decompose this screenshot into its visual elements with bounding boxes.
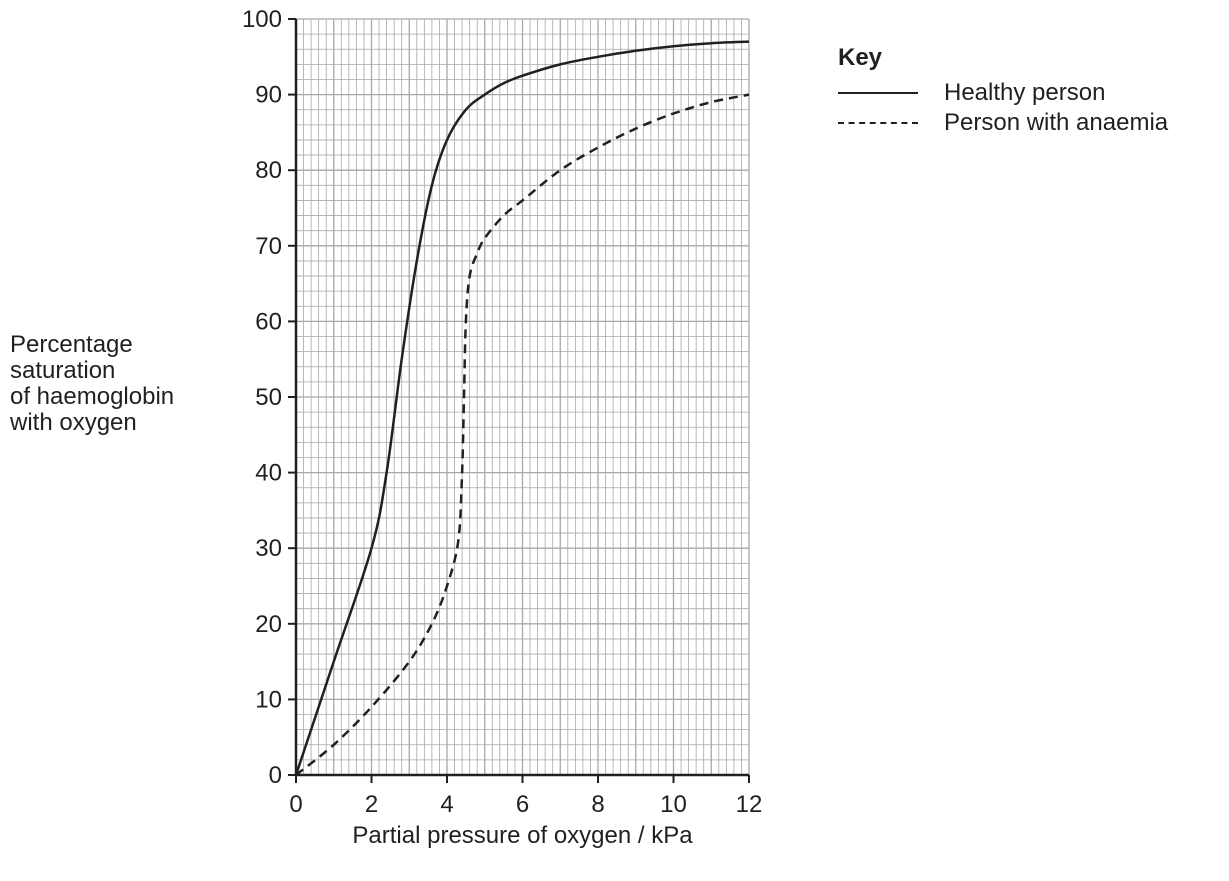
y-axis-label-line: saturation [10,357,116,384]
x-tick-label: 2 [365,791,378,818]
y-tick-label: 100 [242,6,282,33]
x-tick-label: 6 [516,791,529,818]
x-axis-label: Partial pressure of oxygen / kPa [352,822,693,849]
y-axis-label: Percentage saturation of haemoglobin wit… [10,332,250,436]
x-tick-label: 10 [660,791,687,818]
legend-item-anaemia: Person with anaemia [838,108,1168,138]
y-tick-label: 20 [255,611,282,638]
y-tick-label: 30 [255,535,282,562]
x-tick-label: 12 [736,791,763,818]
legend-swatch-dashed [838,122,918,124]
y-axis-label-line: Percentage [10,331,133,358]
series-line-anaemia [295,93,750,776]
y-axis-label-line: with oxygen [10,409,137,436]
y-tick-label: 50 [255,384,282,411]
legend-label: Healthy person [944,79,1106,106]
y-tick-label: 40 [255,460,282,487]
legend-swatch-solid [838,92,918,94]
y-tick-label: 80 [255,157,282,184]
y-tick-label: 10 [255,686,282,713]
legend: Key Healthy person Person with anaemia [838,44,1168,138]
legend-label: Person with anaemia [944,109,1169,136]
chart-ticks: 0 10 20 30 40 50 60 70 80 90 100 0 2 4 6 8 10 12 [242,6,762,818]
series-line-healthy [294,40,750,776]
y-tick-label: 0 [269,762,282,789]
chart-grid [295,18,750,776]
y-tick-label: 60 [255,308,282,335]
x-tick-label: 4 [440,791,453,818]
y-axis-label-line: of haemoglobin [10,383,175,410]
y-tick-label: 70 [255,233,282,260]
x-tick-label: 8 [591,791,604,818]
chart-series [294,40,750,776]
legend-item-healthy: Healthy person [838,78,1168,108]
legend-title: Key [838,44,883,71]
y-tick-label: 90 [255,82,282,109]
x-tick-label: 0 [289,791,302,818]
